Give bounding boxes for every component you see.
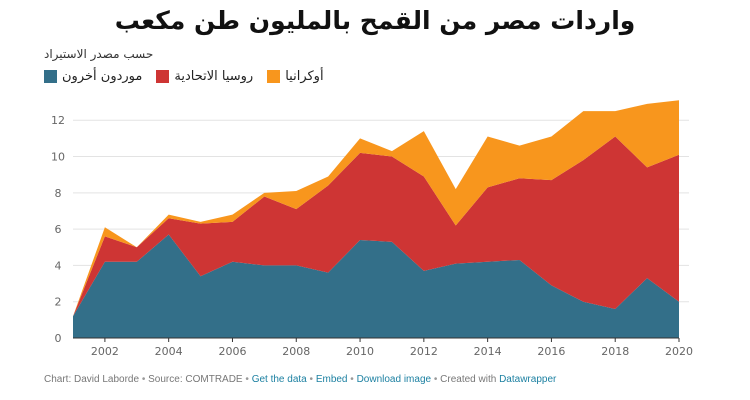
legend: موردون أخرون روسيا الاتحادية أوكرانيا: [44, 69, 338, 84]
footer-separator: •: [141, 374, 146, 385]
footer-credit: Chart: David Laborde: [44, 374, 140, 385]
legend-swatch-ukraine: [267, 70, 281, 83]
x-tick-label: 2004: [155, 345, 183, 358]
y-tick-label: 4: [55, 259, 62, 272]
chart-title: واردات مصر من القمح بالمليون طن مكعب: [114, 6, 636, 35]
area-series-0: [73, 234, 679, 338]
y-tick-label: 6: [55, 223, 62, 236]
embed-link[interactable]: Embed: [315, 374, 348, 385]
footer-separator: •: [309, 374, 314, 385]
y-tick-label: 12: [51, 114, 65, 127]
legend-label-others: موردون أخرون: [62, 69, 143, 84]
x-tick-label: 2020: [665, 345, 693, 358]
area-series-1: [73, 136, 679, 317]
legend-swatch-russia: [156, 70, 170, 83]
y-tick-label: 2: [55, 296, 62, 309]
x-tick-label: 2002: [91, 345, 119, 358]
legend-item-russia: روسيا الاتحادية: [156, 69, 253, 84]
footer-separator: •: [350, 374, 354, 385]
legend-item-others: موردون أخرون: [44, 69, 142, 84]
y-tick-label: 0: [55, 332, 62, 345]
x-tick-label: 2018: [601, 345, 629, 358]
footer-separator: •: [245, 374, 249, 385]
y-tick-label: 10: [51, 151, 65, 164]
get-the-data-link[interactable]: Get the data: [251, 374, 307, 385]
legend-swatch-others: [44, 70, 57, 83]
x-tick-label: 2006: [218, 345, 246, 358]
footer-separator: •: [433, 374, 438, 385]
chart-footer: Chart: David Laborde • Source: COMTRADE …: [44, 374, 556, 385]
area-series-2: [73, 100, 679, 317]
download-image-link[interactable]: Download image: [356, 374, 432, 385]
chart-subtitle: حسب مصدر الاستيراد: [44, 47, 154, 61]
footer-created-with: Created with: [440, 374, 497, 385]
legend-label-ukraine: أوكرانيا: [285, 69, 324, 84]
x-tick-label: 2010: [346, 345, 374, 358]
legend-item-ukraine: أوكرانيا: [267, 69, 324, 84]
y-tick-label: 8: [55, 187, 62, 200]
x-tick-label: 2012: [410, 345, 438, 358]
x-tick-label: 2008: [282, 345, 310, 358]
legend-label-russia: روسيا الاتحادية: [174, 69, 254, 84]
footer-source: Source: COMTRADE: [148, 374, 243, 385]
x-tick-label: 2016: [537, 345, 565, 358]
x-tick-label: 2014: [474, 345, 502, 358]
datawrapper-link[interactable]: Datawrapper: [499, 374, 557, 385]
